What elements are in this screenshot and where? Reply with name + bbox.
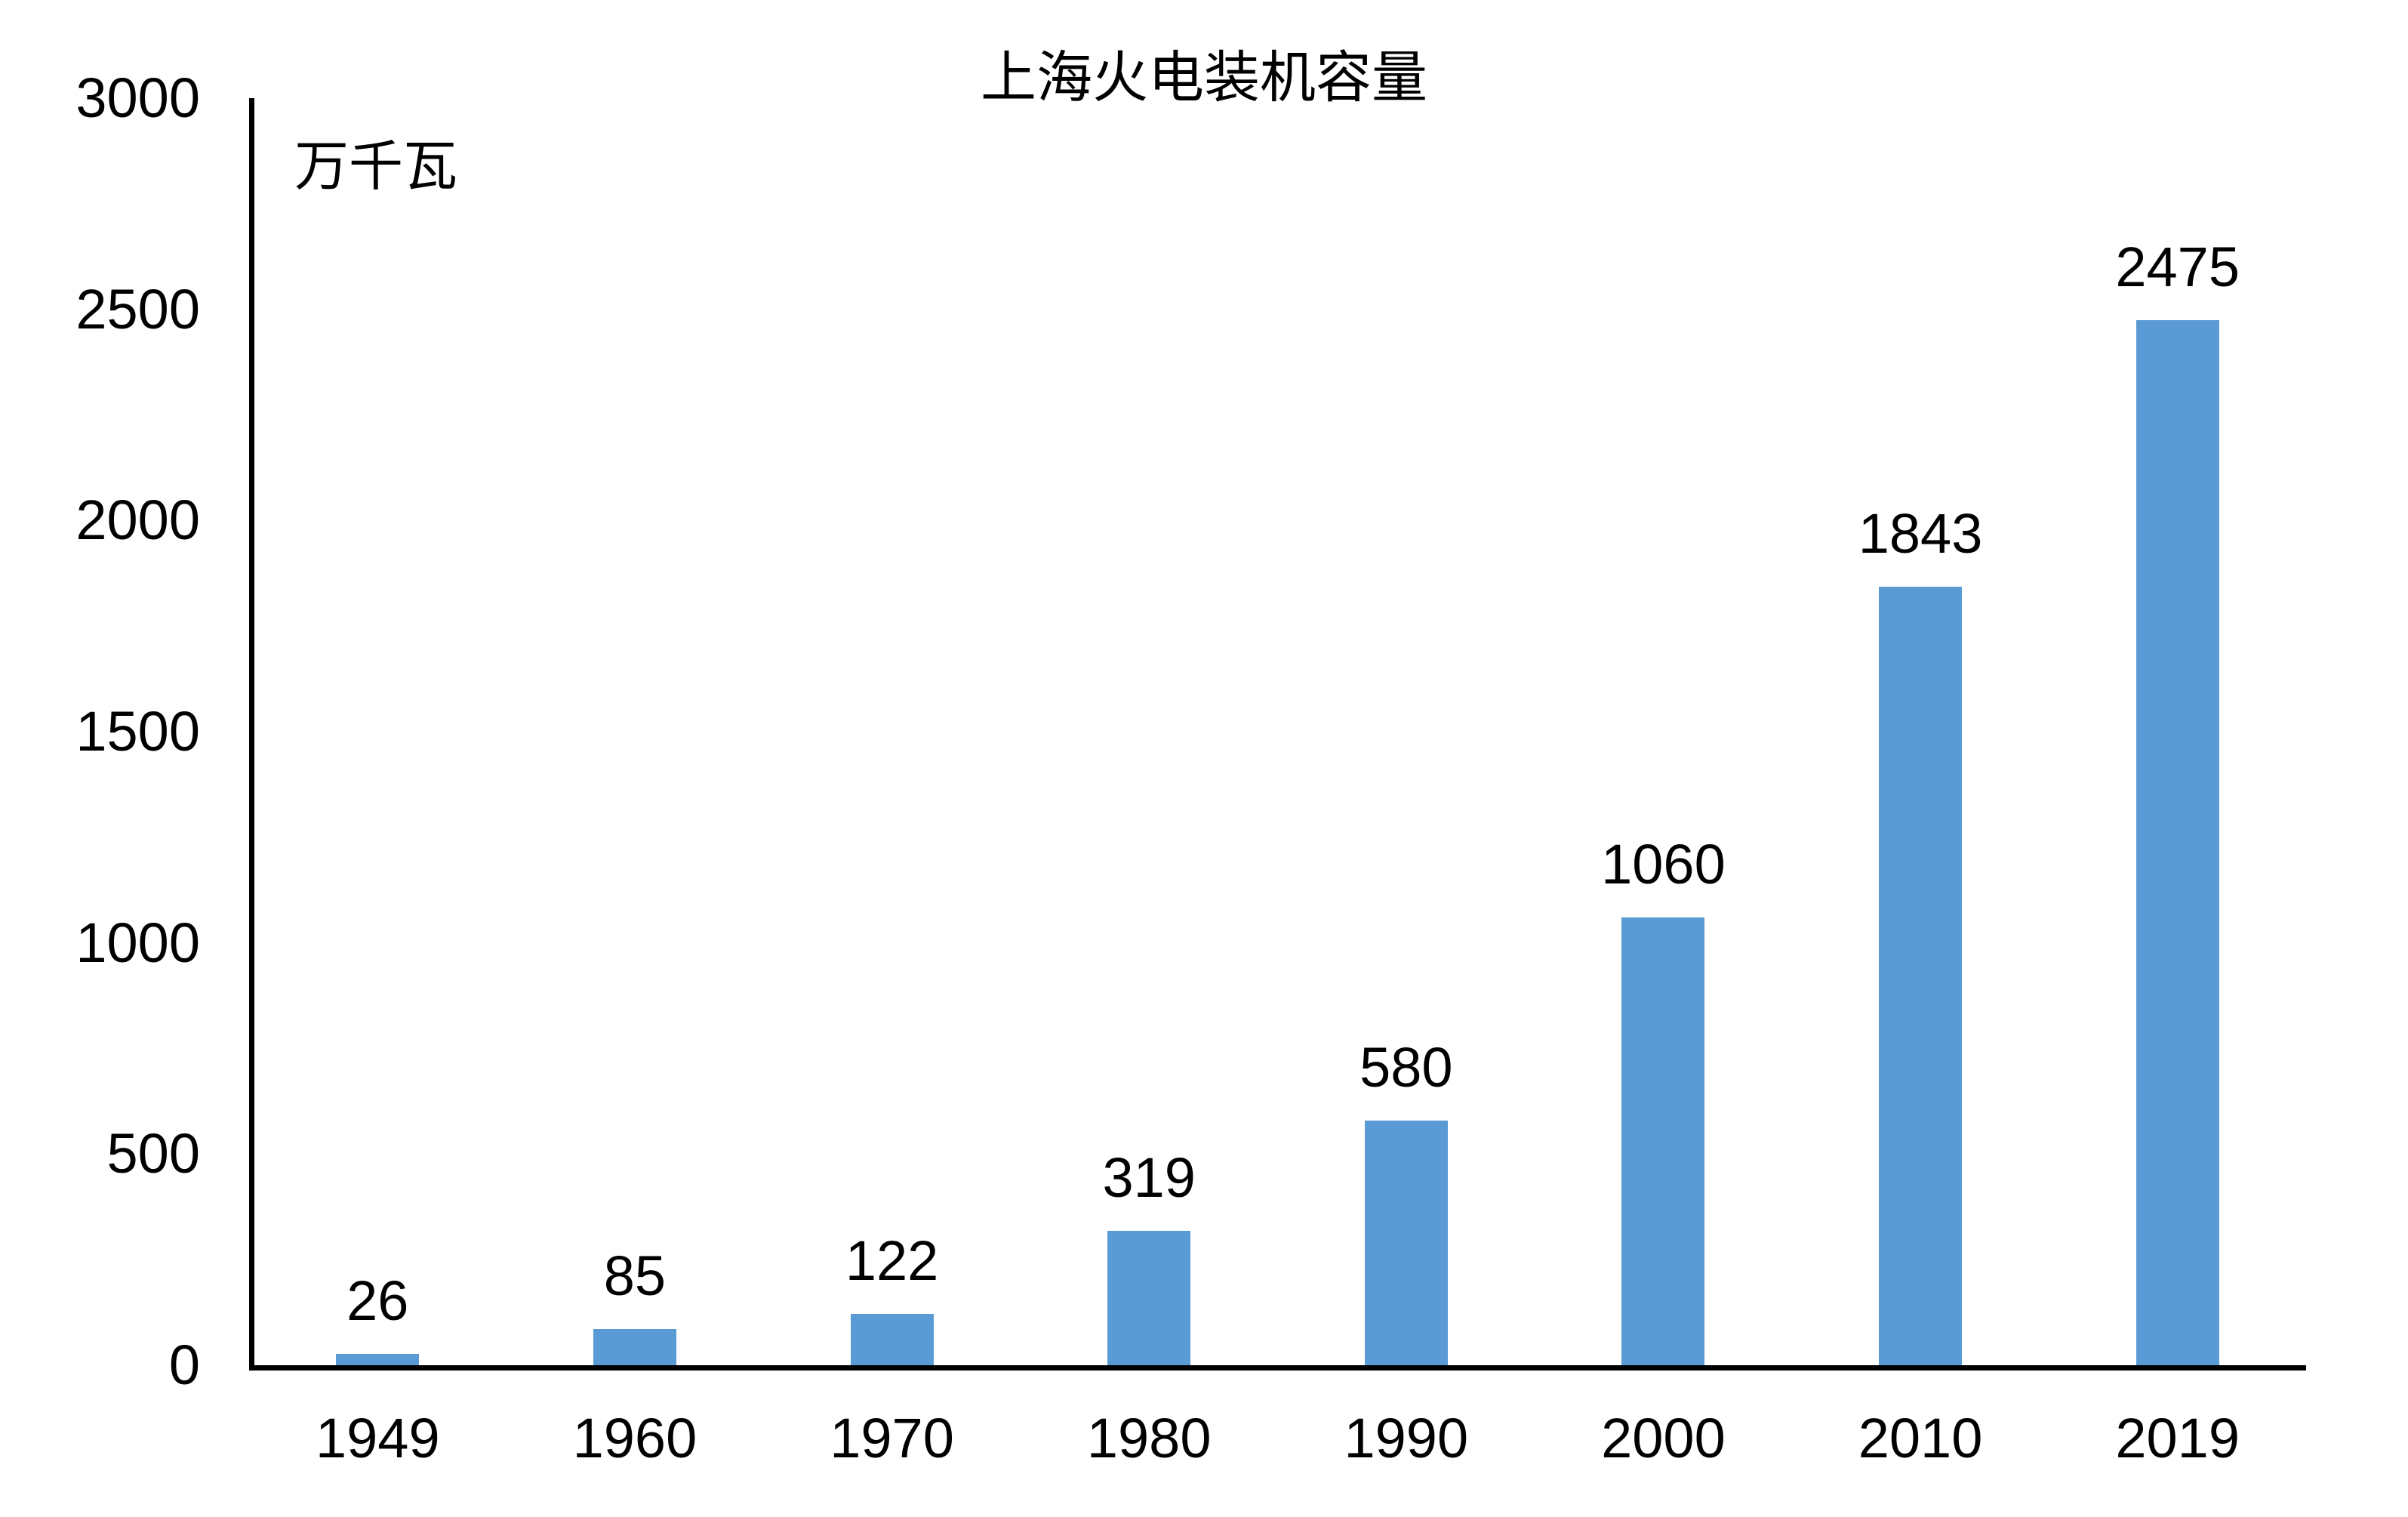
bar <box>593 1329 676 1365</box>
y-axis-tick-label: 1500 <box>75 700 200 763</box>
y-axis-tick-label: 2000 <box>75 489 200 552</box>
x-axis-category-label: 2000 <box>1601 1407 1726 1469</box>
bar <box>336 1354 420 1365</box>
y-axis-tick-label: 0 <box>168 1334 200 1396</box>
plot-area: 26 85 122 319 580 1060 1843 2475 <box>249 98 2306 1365</box>
x-axis-line <box>249 1365 2306 1371</box>
bar-value-label: 1060 <box>1601 833 1726 896</box>
bar-value-label: 2475 <box>2115 235 2240 298</box>
bar <box>1107 1230 1191 1365</box>
x-axis-category-labels: 1949 1960 1970 1980 1990 2000 2010 2019 <box>249 1411 2306 1494</box>
y-axis-tick-label: 1000 <box>75 911 200 974</box>
y-axis-tick-label: 2500 <box>75 277 200 341</box>
y-axis-unit-label: 万千瓦 <box>294 137 458 197</box>
x-axis-category-label: 1960 <box>572 1407 697 1469</box>
bar <box>2135 319 2219 1365</box>
bar-value-label: 1843 <box>1858 502 1983 566</box>
x-axis-category-label: 1949 <box>316 1407 440 1469</box>
bar-value-label: 26 <box>346 1269 409 1333</box>
bar-value-label: 319 <box>1102 1145 1196 1209</box>
x-axis-category-label: 1980 <box>1086 1407 1212 1469</box>
x-axis-category-label: 2019 <box>2115 1407 2240 1469</box>
y-axis-line <box>249 98 254 1371</box>
x-axis-category-label: 2010 <box>1858 1407 1983 1469</box>
bar-value-label: 85 <box>603 1244 667 1308</box>
x-axis-category-label: 1990 <box>1344 1407 1469 1469</box>
bar <box>850 1313 934 1365</box>
bar <box>1621 917 1705 1365</box>
x-axis-category-label: 1970 <box>830 1407 954 1469</box>
bar <box>1364 1120 1448 1365</box>
bar <box>1879 587 1963 1365</box>
chart-title: 上海火电装机容量 <box>981 48 1427 109</box>
bar-value-label: 122 <box>845 1229 939 1292</box>
y-axis-tick-label: 500 <box>106 1122 200 1186</box>
y-axis-tick-label: 3000 <box>75 66 200 129</box>
bar-value-label: 580 <box>1360 1035 1453 1099</box>
